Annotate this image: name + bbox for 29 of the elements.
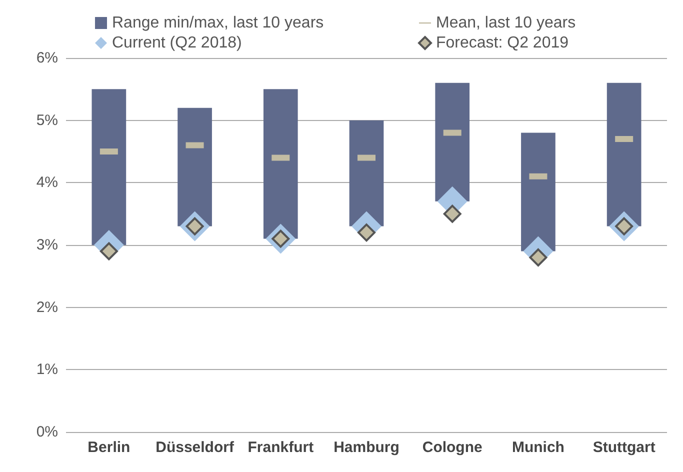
point — [358, 224, 376, 242]
y-tick-label: 0% — [36, 424, 58, 440]
x-tick-label: Düsseldorf — [156, 439, 235, 456]
legend-label: Forecast: Q2 2019 — [436, 34, 569, 52]
bar — [92, 89, 126, 245]
bar — [178, 108, 212, 226]
point — [100, 242, 118, 260]
y-tick-label: 4% — [36, 174, 58, 192]
y-tick-label: 5% — [36, 112, 58, 129]
point — [529, 248, 548, 266]
y-tick-label: 1% — [36, 361, 58, 378]
bar — [521, 132, 556, 252]
point — [443, 204, 462, 223]
y-tick-label: 3% — [36, 236, 58, 254]
legend-label: Mean, last 10 years — [436, 14, 576, 32]
bar — [606, 82, 642, 226]
bar — [349, 120, 384, 226]
x-tick-label: Berlin — [88, 439, 130, 456]
y-tick-label: 2% — [36, 298, 58, 316]
x-tick-label: Hamburg — [334, 439, 400, 456]
bar — [435, 82, 470, 202]
bar — [263, 89, 298, 239]
legend-label: Current (Q2 2018) — [112, 34, 242, 52]
x-tick-label: Frankfurt — [248, 439, 314, 456]
legend-label: Range min/max, last 10 years — [112, 14, 324, 32]
y-tick-label: 6% — [36, 50, 58, 66]
x-tick-label: Munich — [512, 439, 564, 456]
x-tick-label: Stuttgart — [592, 439, 656, 456]
x-tick-label: Cologne — [422, 439, 482, 456]
